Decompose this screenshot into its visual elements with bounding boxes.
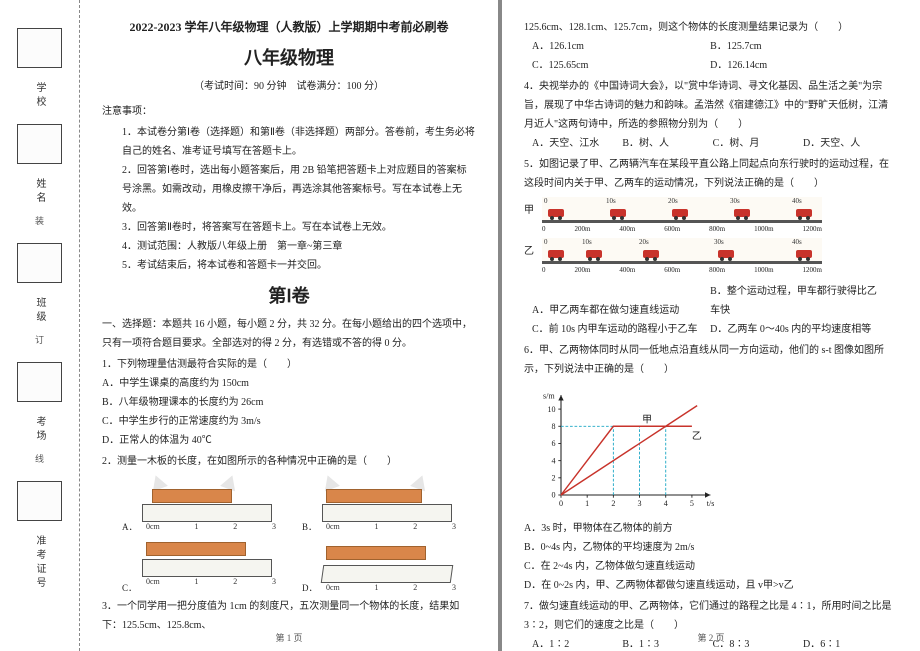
track-scale: 0200m400m600m800m1000m1200m — [542, 223, 822, 236]
svg-text:6: 6 — [552, 439, 556, 448]
svg-text:s/m: s/m — [543, 391, 555, 400]
q-stem: 5．如图记录了甲、乙两辆汽车在某段平直公路上同起点向东行驶时的运动过程，在这段时… — [524, 155, 898, 193]
q-stem: 4．央视举办的《中国诗词大会》，以"赏中华诗词、寻文化基因、品生活之美"为宗旨，… — [524, 77, 898, 134]
svg-text:0: 0 — [559, 498, 563, 507]
q-stem: 7．做匀速直线运动的甲、乙两物体，它们通过的路程之比是 4∶1，所用时间之比是 … — [524, 597, 898, 635]
notice-item: 4．测试范围：人教版八年级上册 第一章~第三章 — [122, 237, 476, 256]
binding-label: 考场 — [32, 416, 47, 444]
q-opt: A．甲乙两车都在做匀速直线运动 — [532, 301, 708, 320]
q-opt: A．天空、江水 — [532, 134, 620, 153]
q-opt: B．整个运动过程，甲车都行驶得比乙车快 — [710, 282, 886, 320]
track-scale: 0200m400m600m800m1000m1200m — [542, 264, 822, 277]
svg-text:t/s: t/s — [707, 498, 714, 507]
q-opt: B．树、人 — [622, 134, 710, 153]
track-jia: 010s20s30s40s — [542, 197, 822, 223]
binding-label: 姓名 — [32, 178, 47, 206]
notice-item: 2．回答第Ⅰ卷时，选出每小题答案后，用 2B 铅笔把答题卡上对应题目的答案标号涂… — [122, 161, 476, 218]
binding-label: 学校 — [32, 82, 47, 110]
notice-list: 1．本试卷分第Ⅰ卷（选择题）和第Ⅱ卷（非选择题）两部分。答卷前，考生务必将自己的… — [122, 123, 476, 275]
svg-text:3: 3 — [638, 498, 642, 507]
svg-text:甲: 甲 — [642, 414, 652, 425]
binding-dashline: 线 — [33, 454, 46, 469]
question-4: 4．央视举办的《中国诗词大会》，以"赏中华诗词、寻文化基因、品生活之美"为宗旨，… — [524, 77, 898, 153]
svg-text:2: 2 — [552, 473, 556, 482]
question-2: 2．测量一木板的长度，在如图所示的各种情况中正确的是（ ） 0cm123 A． … — [102, 452, 476, 593]
q-opt: A．中学生课桌的高度约为 150cm — [102, 374, 476, 393]
track-label-yi: 乙 — [524, 242, 538, 261]
svg-text:10: 10 — [548, 404, 556, 413]
q-stem: 6．甲、乙两物体同时从同一低地点沿直线从同一方向运动，他们的 s-t 图像如图所… — [524, 341, 898, 379]
page-right: 125.6cm、128.1cm、125.7cm，则这个物体的长度测量结果记录为（… — [502, 0, 920, 651]
binding-field-box — [17, 28, 62, 68]
svg-text:乙: 乙 — [692, 429, 702, 441]
title-sub: 八年级物理 — [102, 41, 476, 75]
binding-field-box — [17, 362, 62, 402]
binding-label: 准考证号 — [32, 535, 47, 591]
question-5: 5．如图记录了甲、乙两辆汽车在某段平直公路上同起点向东行驶时的运动过程，在这段时… — [524, 155, 898, 339]
q-opt: D．正常人的体温为 40℃ — [102, 431, 476, 450]
exam-info: （考试时间：90 分钟 试卷满分：100 分） — [102, 77, 476, 96]
svg-text:0: 0 — [552, 490, 556, 499]
q-opt: D．天空、人 — [803, 134, 891, 153]
q-opt: D．在 0~2s 内，甲、乙两物体都做匀速直线运动，且 v甲>v乙 — [524, 576, 898, 595]
q-stem: 125.6cm、128.1cm、125.7cm，则这个物体的长度测量结果记录为（… — [524, 18, 898, 37]
svg-text:4: 4 — [552, 456, 556, 465]
question-3b: 125.6cm、128.1cm、125.7cm，则这个物体的长度测量结果记录为（… — [524, 18, 898, 75]
notice-item: 3．回答第Ⅱ卷时，将答案写在答题卡上。写在本试卷上无效。 — [122, 218, 476, 237]
title-main: 2022-2023 学年八年级物理（人教版）上学期期中考前必刷卷 — [102, 16, 476, 39]
notice-item: 1．本试卷分第Ⅰ卷（选择题）和第Ⅱ卷（非选择题）两部分。答卷前，考生务必将自己的… — [122, 123, 476, 161]
ruler-figure-a: 0cm123 A． — [122, 477, 282, 532]
q-opt: C．树、月 — [713, 134, 801, 153]
binding-field-box — [17, 481, 62, 521]
q-opt: C．125.65cm — [532, 56, 708, 75]
svg-text:2: 2 — [611, 498, 615, 507]
q-opt: B．125.7cm — [710, 37, 886, 56]
section-desc: 一、选择题：本题共 16 小题，每小题 2 分，共 32 分。在每小题给出的四个… — [102, 315, 476, 353]
track-label-jia: 甲 — [524, 201, 538, 220]
ruler-figure-b: 0cm123 B． — [302, 477, 462, 532]
ruler-figure-d: 0cm123 D． — [302, 538, 462, 593]
st-chart: 0 1 2 3 4 5 0 2 4 6 8 10 t/s s/m 甲乙 — [534, 385, 714, 515]
binding-field-box — [17, 124, 62, 164]
q-stem: 1．下列物理量估测最符合实际的是（ ） — [102, 355, 476, 374]
q-opt: C．前 10s 内甲车运动的路程小于乙车 — [532, 320, 708, 339]
q-opt: D．乙两车 0～40s 内的平均速度相等 — [710, 320, 886, 339]
svg-text:5: 5 — [690, 498, 694, 507]
question-6: 6．甲、乙两物体同时从同一低地点沿直线从同一方向运动，他们的 s-t 图像如图所… — [524, 341, 898, 595]
binding-field-box — [17, 243, 62, 283]
binding-label: 班级 — [32, 297, 47, 325]
q-opt: B．0~4s 内，乙物体的平均速度为 2m/s — [524, 538, 898, 557]
binding-dashline: 订 — [33, 335, 46, 350]
q-opt: C．中学生步行的正常速度约为 3m/s — [102, 412, 476, 431]
track-yi: 010s20s30s40s — [542, 238, 822, 264]
page-footer: 第 2 页 — [502, 630, 920, 647]
notice-item: 5．考试结束后，将本试卷和答题卡一并交回。 — [122, 256, 476, 275]
ruler-figure-c: 0cm123 C． — [122, 538, 282, 593]
q-opt: A．126.1cm — [532, 37, 708, 56]
svg-text:1: 1 — [585, 498, 589, 507]
svg-text:8: 8 — [552, 422, 556, 431]
q-opt: A．3s 时，甲物体在乙物体的前方 — [524, 519, 898, 538]
notice-title: 注意事项： — [102, 102, 476, 121]
page-left: 2022-2023 学年八年级物理（人教版）上学期期中考前必刷卷 八年级物理 （… — [80, 0, 498, 651]
q-opt: D．126.14cm — [710, 56, 886, 75]
q-stem: 2．测量一木板的长度，在如图所示的各种情况中正确的是（ ） — [102, 452, 476, 471]
section-title: 第Ⅰ卷 — [102, 279, 476, 313]
page-footer: 第 1 页 — [80, 630, 498, 647]
svg-text:4: 4 — [664, 498, 668, 507]
q-opt: C．在 2~4s 内，乙物体做匀速直线运动 — [524, 557, 898, 576]
binding-margin: 学校 姓名 装 班级 订 考场 线 准考证号 — [0, 0, 80, 651]
car-track-diagram: 甲 010s20s30s40s 0200m400m600m800m1000m12… — [524, 197, 898, 278]
q-opt: B．八年级物理课本的长度约为 26cm — [102, 393, 476, 412]
binding-dashline: 装 — [33, 216, 46, 231]
question-1: 1．下列物理量估测最符合实际的是（ ） A．中学生课桌的高度约为 150cm B… — [102, 355, 476, 450]
